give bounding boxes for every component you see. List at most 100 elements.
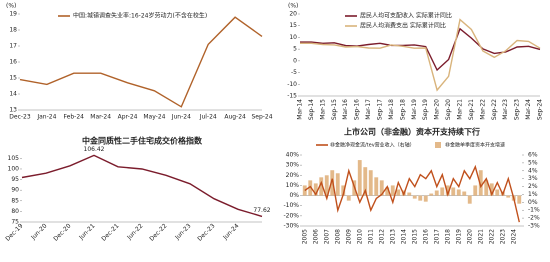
bar	[385, 187, 390, 196]
x-tick-label: Sep-21	[468, 99, 475, 120]
x-tick-label: Sep-15	[331, 99, 338, 120]
x-tick-label: 2013	[389, 229, 396, 244]
x-tick-label: Sep-17	[377, 99, 384, 120]
x-tick-label: Mar-20	[434, 99, 441, 120]
y-tick-label: 20	[289, 11, 297, 18]
bar	[429, 193, 434, 196]
y-tick-label: 90	[11, 187, 19, 194]
x-tick-label: Dec-20	[52, 222, 72, 242]
x-tick-label: 2011	[367, 229, 374, 244]
y-tick-label: -30%	[283, 223, 299, 230]
bar	[308, 180, 313, 196]
y-tick-label: -10%	[283, 202, 299, 209]
y-tick-label: 100	[8, 165, 20, 172]
y-tick-label: 15	[289, 22, 297, 29]
bar	[368, 170, 373, 196]
legend-label: 中国:城镇调查失业率:16-24岁劳动力(不含在校生)	[73, 12, 207, 20]
y-tick-label: 75	[11, 219, 19, 226]
y2-tick-label: 6%	[528, 152, 538, 159]
x-tick-label: Sep-18	[399, 99, 406, 120]
bar	[434, 190, 439, 196]
y2-tick-label: 3%	[528, 175, 538, 182]
x-tick-label: Sep-22	[491, 99, 498, 120]
y-tick-label: 17	[9, 43, 17, 50]
y-tick-label: 0	[293, 57, 297, 64]
x-tick-label: 2014	[400, 229, 407, 244]
x-tick-label: Mar-24	[90, 114, 111, 121]
x-tick-label: Jun-24	[221, 222, 240, 241]
x-tick-label: 2024	[510, 229, 517, 244]
bar	[440, 187, 445, 196]
bar	[517, 195, 522, 204]
y-tick-label: 30%	[286, 162, 300, 169]
bar	[313, 183, 318, 196]
x-tick-label: Sep-24	[537, 99, 544, 120]
bar	[407, 192, 412, 196]
bar	[396, 189, 401, 196]
bar	[445, 185, 450, 196]
x-tick-label: Mar-19	[411, 99, 418, 120]
y-tick-label: -15	[287, 93, 297, 100]
data-label: 77.62	[253, 207, 270, 214]
x-tick-label: 2022	[488, 229, 495, 244]
x-tick-label: Dec-22	[148, 222, 168, 242]
y-tick-label: 40%	[286, 152, 300, 159]
legend-label: 非金融净现金流/tev营业收入（右轴）	[330, 142, 415, 149]
x-tick-label: Mar-18	[388, 99, 395, 120]
x-tick-label: Sep-16	[354, 99, 361, 120]
x-tick-label: Mar-14	[297, 99, 304, 120]
x-tick-label: 2005	[301, 229, 308, 244]
bar	[489, 183, 494, 196]
line	[300, 18, 541, 92]
y-tick-label: 14	[9, 91, 17, 98]
y-tick-label: -10	[287, 81, 297, 88]
y-tick-label: -20%	[283, 212, 299, 219]
x-tick-label: 2015	[411, 229, 418, 244]
chart-title: 中金同质性二手住宅成交价格指数	[82, 136, 203, 146]
x-tick-label: Jan-24	[36, 114, 56, 121]
bar	[412, 195, 417, 199]
x-tick-label: Mar-16	[342, 99, 349, 120]
y-tick-label: 19	[9, 11, 17, 18]
x-tick-label: Dec-23	[9, 114, 31, 121]
x-tick-label: 2012	[378, 229, 385, 244]
y2-tick-label: -3%	[528, 223, 540, 230]
data-label: 106.42	[84, 146, 105, 153]
y-tick-label: 85	[11, 197, 19, 204]
bar	[379, 180, 384, 196]
y-tick-label: 105	[8, 155, 20, 162]
y2-tick-label: 2%	[528, 183, 538, 190]
x-tick-label: Jun-22	[125, 222, 144, 241]
bar	[363, 167, 368, 196]
bar	[506, 195, 511, 198]
y-tick-label: 16	[9, 59, 17, 66]
y-tick-label: 95	[11, 176, 19, 183]
y-tick-label: 20%	[286, 172, 300, 179]
x-tick-label: 2019	[455, 229, 462, 244]
bar	[473, 185, 478, 196]
x-tick-label: Mar-21	[457, 99, 464, 120]
x-tick-label: 2017	[433, 229, 440, 244]
x-tick-label: Aug-24	[224, 114, 246, 121]
legend-label: 非金融单季度资本开支增速	[445, 142, 505, 149]
x-tick-label: 2009	[345, 229, 352, 244]
x-tick-label: Mar-22	[479, 99, 486, 120]
x-tick-label: Jul-24	[199, 114, 217, 121]
bar	[330, 170, 335, 196]
x-tick-label: 2010	[356, 229, 363, 244]
y-tick-label: 18	[9, 27, 17, 34]
bar	[302, 185, 307, 196]
bar	[319, 177, 324, 196]
y-axis-label: (%)	[288, 3, 298, 10]
x-tick-label: Jun-21	[77, 222, 96, 241]
x-tick-label: 2020	[466, 229, 473, 244]
x-tick-label: Sep-19	[422, 99, 429, 120]
x-tick-label: Sep-14	[308, 99, 315, 120]
x-tick-label: Mar-23	[502, 99, 509, 120]
x-tick-label: Feb-24	[64, 114, 85, 121]
line	[300, 27, 541, 72]
y-tick-label: 0%	[289, 192, 299, 199]
bar	[357, 160, 362, 196]
